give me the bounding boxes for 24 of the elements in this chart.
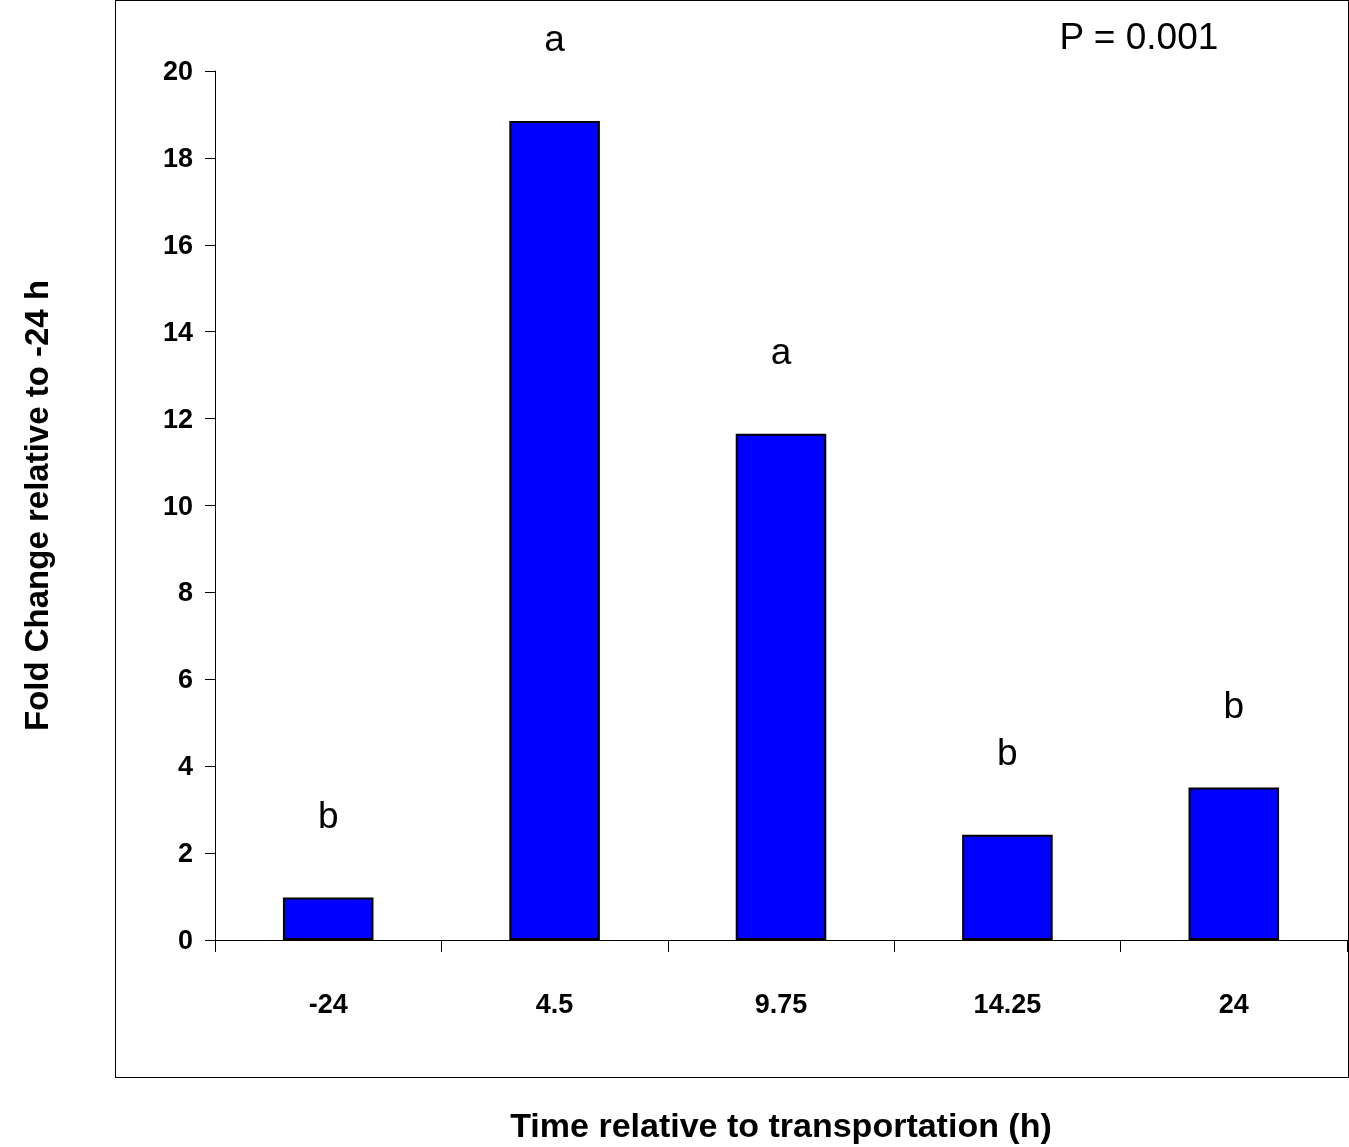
y-tick-label: 4: [177, 751, 193, 782]
y-tick-label: 8: [177, 577, 193, 608]
y-tick-label: 12: [162, 403, 193, 434]
y-tick-label: 6: [177, 664, 193, 695]
annotation: b: [317, 794, 339, 836]
x-tick-label: 9.75: [754, 988, 808, 1019]
y-axis-title: Fold Change relative to -24 h: [18, 279, 55, 732]
y-tick-label: 2: [177, 838, 193, 869]
x-tick-label: 14.25: [973, 988, 1042, 1019]
text: a: [544, 18, 566, 60]
x-tick-label: 24: [1218, 988, 1249, 1019]
y-tick-label: 18: [162, 142, 193, 173]
y-tick-label: 10: [162, 490, 193, 521]
y-tick-label: 0: [177, 925, 193, 955]
annotation: b: [1223, 684, 1245, 726]
x-axis-title: Time relative to transportation (h): [510, 1106, 1052, 1144]
y-tick-label: 20: [162, 56, 193, 86]
x-tick-label: -24: [308, 988, 348, 1019]
text: P = 0.001: [1059, 16, 1219, 57]
annotation: b: [997, 732, 1018, 774]
x-tick-label: 4.5: [535, 988, 574, 1019]
y-tick-label: 14: [162, 316, 193, 347]
annotation: a: [770, 331, 792, 373]
y-tick-label: 16: [162, 229, 193, 260]
